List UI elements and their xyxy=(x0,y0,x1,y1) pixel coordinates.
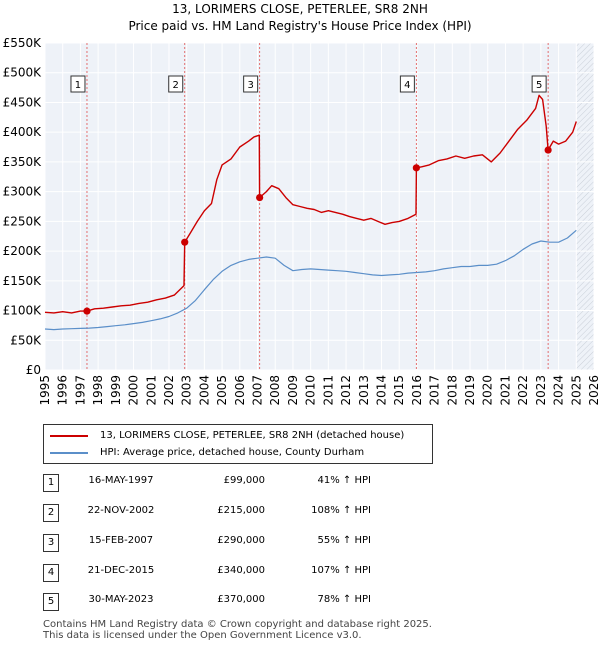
sale-point xyxy=(544,146,552,154)
x-tick-label: 1998 xyxy=(91,375,105,406)
sale-date: 22-NOV-2002 xyxy=(87,505,155,516)
y-tick-label: £50K xyxy=(10,333,42,347)
legend-line-property xyxy=(50,435,88,437)
x-tick-label: 2021 xyxy=(498,375,512,406)
x-tick-label: 1995 xyxy=(38,375,52,406)
table-row: 1 16-MAY-1997 £99,000 41% ↑ HPI xyxy=(43,474,423,492)
x-tick-label: 2015 xyxy=(392,375,406,406)
forecast-shading xyxy=(576,43,594,370)
sale-number-box xyxy=(531,75,547,93)
sale-price: £215,000 xyxy=(217,505,265,516)
sale-hpi-change: 107% ↑ HPI xyxy=(311,565,371,576)
property-price-line xyxy=(44,94,577,314)
y-tick-label: £100K xyxy=(3,304,43,318)
x-tick-label: 2013 xyxy=(357,375,371,406)
y-tick-label: £300K xyxy=(3,185,43,199)
sale-price: £370,000 xyxy=(217,594,265,605)
sale-number-badge: 3 xyxy=(43,534,59,552)
sale-number-badge: 5 xyxy=(43,593,59,611)
x-tick-label: 1996 xyxy=(56,375,70,406)
x-tick-label: 2014 xyxy=(374,375,388,406)
sale-number-box xyxy=(70,75,86,93)
footer-attribution: Contains HM Land Registry data © Crown c… xyxy=(43,619,432,641)
sale-number-label: 2 xyxy=(173,80,179,91)
sale-hpi-change: 108% ↑ HPI xyxy=(311,505,371,516)
x-tick-label: 2009 xyxy=(286,375,300,406)
sale-number-badge: 1 xyxy=(43,474,59,492)
sale-number-label: 4 xyxy=(404,80,410,91)
sale-date: 16-MAY-1997 xyxy=(88,475,154,486)
y-tick-label: £400K xyxy=(3,125,43,139)
sale-date: 15-FEB-2007 xyxy=(88,535,154,546)
table-row: 3 15-FEB-2007 £290,000 55% ↑ HPI xyxy=(43,534,423,552)
sale-number-box xyxy=(243,75,259,93)
legend-line-hpi xyxy=(50,452,88,454)
sale-price: £340,000 xyxy=(217,565,265,576)
x-tick-label: 2005 xyxy=(215,375,229,406)
x-tick-label: 2008 xyxy=(268,375,282,406)
sale-number-label: 5 xyxy=(536,80,542,91)
x-tick-label: 2003 xyxy=(180,375,194,406)
x-tick-label: 2026 xyxy=(587,375,600,406)
x-tick-label: 2017 xyxy=(428,375,442,406)
y-tick-label: £500K xyxy=(3,66,43,80)
x-tick-label: 2006 xyxy=(233,375,247,406)
chart-subtitle: Price paid vs. HM Land Registry's House … xyxy=(128,19,472,33)
sale-date: 30-MAY-2023 xyxy=(88,594,154,605)
sale-number-badge: 2 xyxy=(43,504,59,522)
sale-price: £290,000 xyxy=(217,535,265,546)
hpi-line xyxy=(44,229,577,331)
x-tick-label: 2020 xyxy=(481,375,495,406)
price-chart: 1 2 3 4 5 £0 £50K £100K £150K £200K £250K £300K £350… xyxy=(3,36,600,406)
y-tick-label: £250K xyxy=(3,214,43,228)
x-tick-label: 2018 xyxy=(445,375,459,406)
sale-hpi-change: 78% ↑ HPI xyxy=(317,594,371,605)
x-tick-label: 2012 xyxy=(339,375,353,406)
sale-point xyxy=(83,307,91,315)
x-tick-label: 2011 xyxy=(321,375,335,406)
table-row: 5 30-MAY-2023 £370,000 78% ↑ HPI xyxy=(43,593,423,611)
x-tick-label: 2007 xyxy=(251,375,265,406)
y-tick-label: £0 xyxy=(26,363,41,377)
sale-number-label: 1 xyxy=(75,80,81,91)
sale-date: 21-DEC-2015 xyxy=(87,565,155,576)
x-tick-label: 2002 xyxy=(162,375,176,406)
x-tick-label: 2022 xyxy=(516,375,530,406)
sale-point xyxy=(412,164,420,172)
sale-point xyxy=(256,193,264,202)
x-tick-label: 2024 xyxy=(552,375,566,406)
footer-copyright: Contains HM Land Registry data © Crown c… xyxy=(43,619,432,630)
x-tick-label: 1997 xyxy=(73,375,87,406)
x-tick-label: 2010 xyxy=(304,375,318,406)
sale-point xyxy=(181,238,189,246)
y-tick-label: £350K xyxy=(3,155,43,169)
chart-title: 13, LORIMERS CLOSE, PETERLEE, SR8 2NH xyxy=(172,2,428,16)
sale-number-box xyxy=(399,75,415,93)
y-tick-label: £200K xyxy=(3,244,43,258)
legend-label-property: 13, LORIMERS CLOSE, PETERLEE, SR8 2NH (d… xyxy=(100,430,405,441)
x-tick-label: 2019 xyxy=(463,375,477,406)
x-tick-label: 2023 xyxy=(534,375,548,406)
x-tick-label: 2016 xyxy=(410,375,424,406)
legend: 13, LORIMERS CLOSE, PETERLEE, SR8 2NH (d… xyxy=(43,424,433,464)
sale-number-label: 3 xyxy=(247,80,253,91)
y-tick-label: £450K xyxy=(3,95,43,109)
sale-hpi-change: 55% ↑ HPI xyxy=(317,535,371,546)
plot-area xyxy=(45,43,594,370)
legend-label-hpi: HPI: Average price, detached house, Coun… xyxy=(100,447,365,458)
table-row: 2 22-NOV-2002 £215,000 108% ↑ HPI xyxy=(43,504,423,522)
y-tick-label: £150K xyxy=(3,274,43,288)
x-tick-label: 1999 xyxy=(109,375,123,406)
sale-number-box xyxy=(168,75,184,93)
sale-hpi-change: 41% ↑ HPI xyxy=(317,475,371,486)
x-tick-label: 2025 xyxy=(569,375,583,406)
table-row: 4 21-DEC-2015 £340,000 107% ↑ HPI xyxy=(43,564,423,582)
sale-number-badge: 4 xyxy=(43,564,59,582)
sale-price: £99,000 xyxy=(223,475,265,486)
footer-license: This data is licensed under the Open Gov… xyxy=(43,630,362,641)
y-tick-label: £550K xyxy=(3,36,43,50)
x-tick-label: 2001 xyxy=(144,375,158,406)
x-tick-label: 2000 xyxy=(127,375,141,406)
x-tick-label: 2004 xyxy=(197,375,211,406)
